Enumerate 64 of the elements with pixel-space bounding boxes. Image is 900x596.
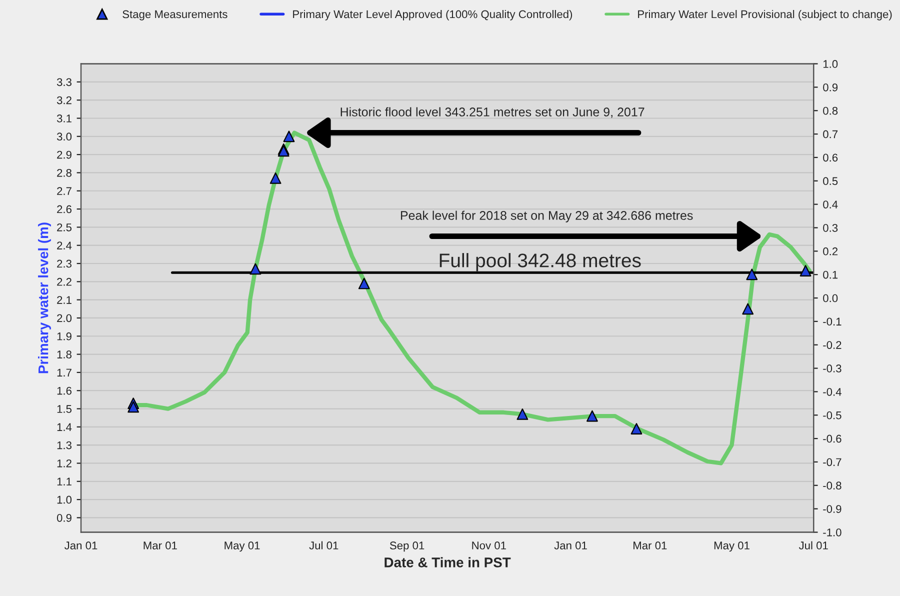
y-tick-label: 2.4 xyxy=(57,242,72,250)
y-axis-title: Primary water level (m) xyxy=(38,222,51,374)
y2-tick-label: 0.9 xyxy=(823,83,838,92)
y2-tick-label: -0.9 xyxy=(823,505,842,513)
y2-tick-label: 0.0 xyxy=(823,294,838,302)
y-tick-label: 2.8 xyxy=(57,168,72,177)
y-tick-label: 2.7 xyxy=(57,187,72,195)
y-tick-label: 1.6 xyxy=(57,386,72,395)
y-tick-label: 1.5 xyxy=(57,405,72,413)
y-tick-label: 1.1 xyxy=(57,478,72,486)
y2-tick-label: 0.2 xyxy=(823,247,838,256)
legend-label: Primary Water Level Provisional (subject to change) xyxy=(638,10,892,20)
y-tick-label: 3.0 xyxy=(56,132,72,141)
y2-tick-label: 0.6 xyxy=(823,154,838,162)
annotation: Historic flood level 343.251 metres set on June 9, 2017 xyxy=(340,107,644,118)
y-tick-label: 2.3 xyxy=(57,260,72,268)
x-tick-label: May 01 xyxy=(224,542,260,552)
y2-tick-label: -0.8 xyxy=(823,482,842,490)
y2-tick-label: 0.7 xyxy=(823,130,838,138)
y2-tick-label: -0.7 xyxy=(823,458,842,466)
y-tick-label: 1.9 xyxy=(57,332,72,340)
y2-tick-label: -0.2 xyxy=(823,341,842,349)
y-tick-label: 2.0 xyxy=(57,314,72,322)
x-tick-label: Jan 01 xyxy=(554,542,587,550)
x-tick-label: Jul 01 xyxy=(309,541,338,550)
x-tick-label: Jul 01 xyxy=(798,541,828,550)
y-tick-label: 1.2 xyxy=(57,460,72,468)
x-tick-label: Sep 01 xyxy=(390,542,424,552)
y2-tick-label: 0.8 xyxy=(823,106,838,115)
legend-label: Stage Measurements xyxy=(122,10,228,20)
y-tick-label: 1.8 xyxy=(57,350,72,358)
x-tick-label: Mar 01 xyxy=(634,542,667,550)
y2-tick-label: -0.6 xyxy=(823,434,842,443)
y2-tick-label: 0.4 xyxy=(823,200,838,208)
legend-label: Primary Water Level Approved (100% Quality Controlled) xyxy=(293,10,572,20)
y-tick-label: 1.0 xyxy=(57,496,72,504)
annotation: Peak level for 2018 set on May 29 at 342.686 metres xyxy=(400,210,693,222)
x-tick-label: Jan 01 xyxy=(64,542,98,550)
x-tick-label: May 01 xyxy=(714,542,750,552)
x-tick-label: Mar 01 xyxy=(144,542,177,550)
y2-tick-label: 0.5 xyxy=(823,177,838,186)
y-tick-label: 2.2 xyxy=(57,278,72,286)
y-tick-label: 1.4 xyxy=(57,423,72,431)
y-tick-label: 3.2 xyxy=(56,96,72,104)
y2-tick-label: 0.1 xyxy=(823,270,838,279)
y2-tick-label: 0.3 xyxy=(823,224,838,232)
x-tick-label: Nov 01 xyxy=(472,542,506,550)
y-tick-label: 2.1 xyxy=(57,296,72,304)
y-tick-label: 3.1 xyxy=(56,114,72,122)
y2-tick-label: -0.3 xyxy=(823,364,842,372)
x-axis-title: Date & Time in PST xyxy=(384,557,511,568)
y2-tick-label: 1.0 xyxy=(823,60,838,68)
y-tick-label: 2.9 xyxy=(57,150,72,159)
y2-tick-label: -0.4 xyxy=(823,388,842,396)
annotation: Full pool 342.48 metres xyxy=(440,253,641,272)
y2-tick-label: -0.5 xyxy=(823,411,842,420)
y2-tick-label: -0.1 xyxy=(823,318,842,326)
y2-tick-label: -1.0 xyxy=(823,528,842,536)
y-tick-label: 2.6 xyxy=(57,205,72,214)
y-tick-label: 0.9 xyxy=(56,514,72,522)
y-tick-label: 1.7 xyxy=(57,368,72,376)
y-tick-label: 2.5 xyxy=(57,223,72,232)
y-tick-label: 3.3 xyxy=(56,78,72,86)
y-tick-label: 1.3 xyxy=(57,441,72,450)
